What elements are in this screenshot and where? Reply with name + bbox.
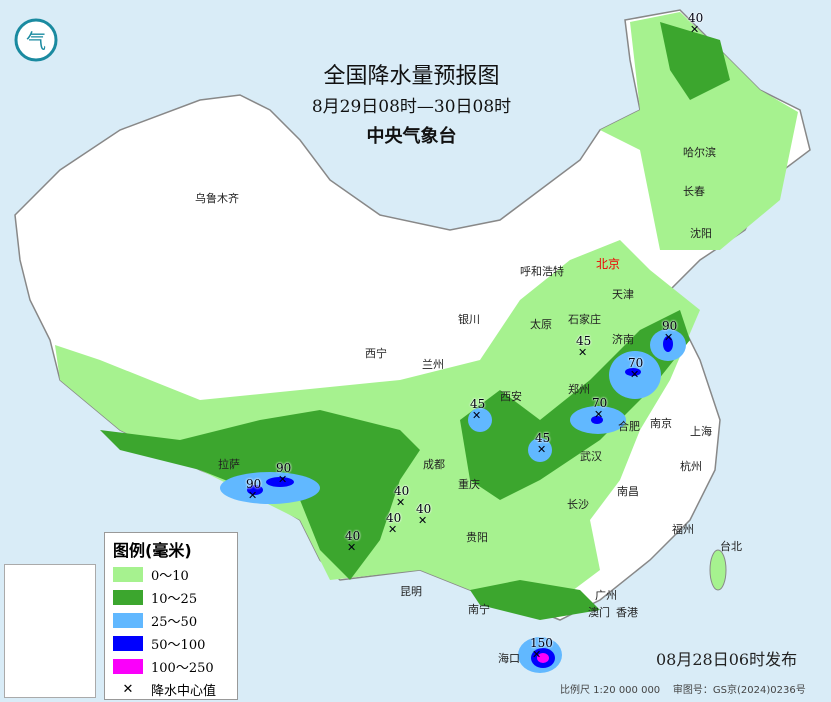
cross-icon: ✕ (347, 541, 357, 554)
precipitation-center-value: 40 (394, 484, 410, 498)
city-label: 太原 (530, 318, 552, 331)
city-label: 武汉 (580, 450, 602, 463)
city-label: 北京 (596, 257, 621, 271)
city-label: 拉萨 (218, 458, 240, 471)
precipitation-center-value: 40 (386, 511, 402, 525)
city-label: 台北 (720, 540, 742, 553)
cross-icon: ✕ (278, 473, 288, 486)
precipitation-center-value: 90 (276, 461, 292, 475)
rain-10-25-south (470, 580, 600, 620)
city-label: 香港 (616, 606, 638, 619)
city-label: 银川 (458, 313, 480, 326)
city-label: 广州 (595, 589, 617, 602)
legend-swatch (113, 636, 143, 651)
city-label: 天津 (612, 288, 634, 301)
rain-0-10-main (55, 240, 700, 600)
precipitation-center-value: 70 (628, 356, 644, 370)
city-label: 西宁 (365, 347, 387, 360)
city-label: 兰州 (422, 358, 444, 371)
legend-item: 0～10 (113, 563, 237, 586)
legend-item: 100～250 (113, 655, 237, 678)
city-label: 石家庄 (568, 313, 601, 326)
legend-item: 25～50 (113, 609, 237, 632)
precipitation-center-value: 40 (345, 529, 361, 543)
svg-text:气: 气 (26, 29, 46, 53)
city-label: 长沙 (567, 498, 589, 511)
city-label: 哈尔滨 (683, 146, 716, 159)
map-title: 全国降水量预报图 (323, 64, 500, 89)
rain-0-10-northeast (600, 12, 798, 250)
south-china-sea-inset (4, 564, 96, 698)
legend-swatch (113, 659, 143, 674)
city-label: 合肥 (618, 420, 640, 433)
city-label: 贵阳 (466, 531, 488, 544)
precipitation-center-value: 45 (576, 334, 592, 348)
city-label: 南京 (650, 417, 672, 430)
legend: 图例(毫米) 0～10 10～25 25～50 50～100 100～250 ✕ 降水中心… (104, 532, 238, 700)
precipitation-center-value: 40 (416, 502, 432, 516)
issuer: 中央气象台 (366, 126, 457, 147)
legend-swatch (113, 613, 143, 628)
city-label: 杭州 (680, 460, 702, 473)
city-label: 呼和浩特 (520, 265, 564, 278)
cross-icon: ✕ (532, 648, 542, 661)
city-label: 上海 (690, 425, 712, 438)
city-label: 重庆 (458, 478, 480, 491)
precipitation-center-value: 45 (535, 431, 551, 445)
legend-item: 10～25 (113, 586, 237, 609)
legend-title: 图例(毫米) (113, 541, 192, 560)
city-label: 济南 (612, 333, 634, 346)
rain-10-25-northeast (660, 22, 730, 100)
precipitation-center-value: 70 (592, 396, 608, 410)
precipitation-center-value: 90 (662, 319, 678, 333)
cross-icon: ✕ (594, 408, 604, 421)
precipitation-center-value: 40 (688, 11, 704, 25)
city-label: 沈阳 (690, 227, 712, 240)
legend-item: 50～100 (113, 632, 237, 655)
forecast-period: 8月29日08时—30日08时 (311, 97, 512, 117)
issued-time: 08月28日06时发布 (656, 650, 798, 669)
map-scale: 比例尺 1:20 000 000 审图号：GS京(2024)0236号 (560, 685, 806, 696)
legend-swatch (113, 590, 143, 605)
legend-item-center: ✕ 降水中心值 (113, 678, 237, 701)
city-label: 乌鲁木齐 (195, 192, 239, 205)
city-label: 成都 (423, 458, 445, 471)
cross-icon: ✕ (388, 523, 398, 536)
city-label: 郑州 (568, 383, 590, 396)
cross-icon: ✕ (630, 368, 640, 381)
cross-icon: ✕ (418, 514, 428, 527)
city-label: 福州 (672, 523, 694, 536)
cross-icon: ✕ (472, 409, 482, 422)
city-label: 澳门 (588, 606, 610, 619)
legend-swatch (113, 567, 143, 582)
cross-icon: ✕ (122, 682, 134, 697)
rain-10-25-southwest (100, 410, 420, 580)
city-label: 南宁 (468, 603, 490, 616)
precipitation-center-value: 90 (246, 477, 262, 491)
land-taiwan (709, 549, 727, 591)
logo: 气 (14, 18, 58, 62)
city-label: 海口 (498, 652, 520, 665)
cross-icon: ✕ (664, 331, 674, 344)
city-label: 南昌 (617, 485, 639, 498)
rain-100-250-area (537, 653, 549, 663)
city-label: 西安 (500, 390, 522, 403)
cross-icon: ✕ (690, 23, 700, 36)
city-label: 长春 (683, 185, 705, 198)
cross-icon: ✕ (248, 489, 258, 502)
precipitation-center-value: 150 (530, 636, 553, 650)
city-label: 昆明 (400, 585, 422, 598)
cross-icon: ✕ (396, 496, 406, 509)
cross-icon: ✕ (578, 346, 588, 359)
precipitation-center-value: 45 (470, 397, 486, 411)
cross-icon: ✕ (537, 443, 547, 456)
